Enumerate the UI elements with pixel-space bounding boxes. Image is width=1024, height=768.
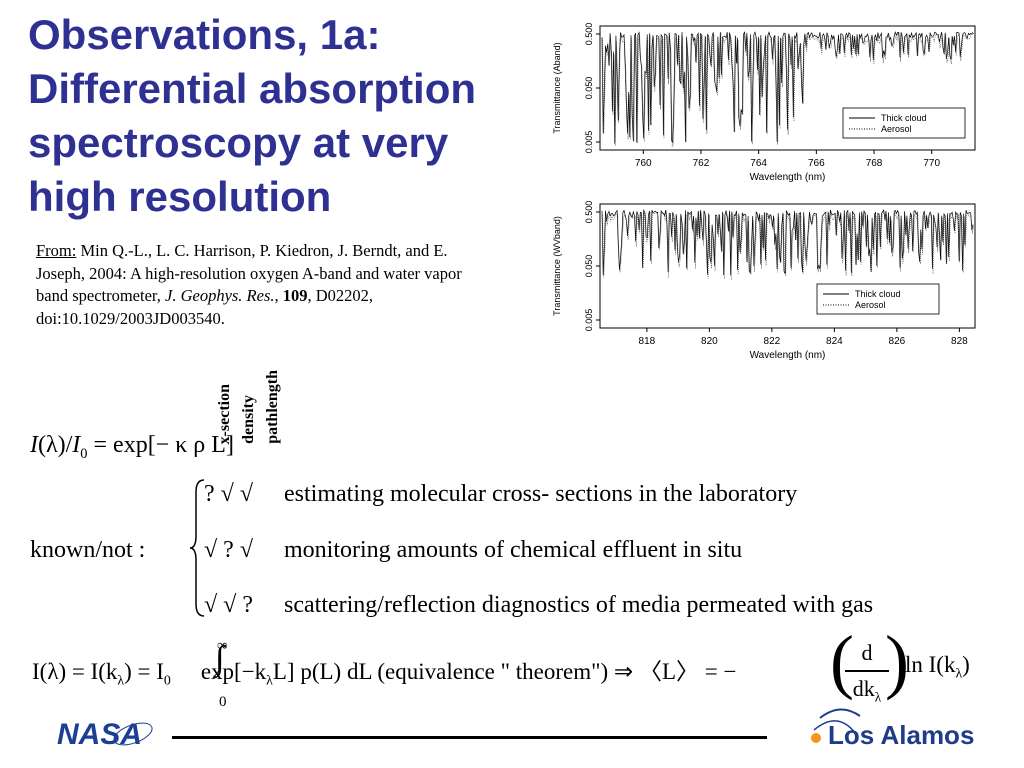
y-axis-label: Transmittance (Aband)	[552, 42, 562, 133]
frac-denominator-sub: λ	[874, 688, 882, 704]
legend-label: Thick cloud	[881, 113, 927, 123]
slide-title: Observations, 1a: Differential absorptio…	[28, 8, 528, 224]
y-tick-label: 0.005	[584, 131, 594, 154]
nasa-logo-text: NASA	[57, 718, 142, 751]
legend-label: Thick cloud	[855, 289, 901, 299]
citation-volume: 109	[282, 286, 308, 305]
aband-chart-svg: 0.005 0.050 0.500 760 762 764 766 768 770 Wavelen…	[552, 23, 976, 183]
integral-upper-limit: ∞	[217, 638, 228, 654]
frac-denominator-text: dk	[852, 675, 875, 701]
title-line-3: spectroscopy at very	[28, 119, 449, 166]
eq2-sub0: 0	[163, 672, 171, 688]
eq1-I0: I	[72, 432, 81, 458]
y-axis-label: Transmittance (WVband)	[552, 216, 562, 316]
case-marks-3: √ √ ?	[204, 592, 253, 618]
left-paren: (	[830, 621, 854, 701]
legend-label: Aerosol	[881, 124, 912, 134]
wvband-chart: 0.005 0.050 0.500 818 820 822 824 826 828 Wavelen…	[548, 198, 988, 373]
y-tick-label: 0.500	[584, 23, 594, 46]
frac-bar	[845, 670, 889, 672]
case-marks-1: ? √ √	[204, 481, 253, 507]
series-aerosol	[602, 210, 974, 280]
citation-comma: ,	[274, 286, 283, 305]
eq1-lambda: (λ)	[38, 432, 66, 458]
x-tick-label: 822	[764, 336, 781, 347]
x-tick-label: 818	[639, 336, 656, 347]
title-line-4: high resolution	[28, 173, 332, 220]
legend-label: Aerosol	[855, 300, 886, 310]
case-row-3: √ √ ? scattering/reflection diagnostics o…	[204, 592, 873, 619]
eq2-body-sub: λ	[266, 672, 273, 688]
x-tick-label: 820	[701, 336, 718, 347]
citation-authors: Min Q.-L., L. C. Harrison, P. Kiedron, J…	[36, 241, 462, 305]
eq1-rhs: = exp[− κ ρ L]	[87, 432, 234, 458]
right-paren: )	[885, 621, 909, 701]
y-tick-label: 0.050	[584, 255, 594, 278]
eq2-tail-sub: λ	[955, 665, 963, 681]
x-tick-label: 824	[826, 336, 843, 347]
nasa-logo: NASA	[57, 718, 153, 751]
case-row-2: √ ? √ monitoring amounts of chemical effl…	[204, 537, 742, 564]
x-axis-label: Wavelength (nm)	[750, 172, 826, 183]
label-density: density	[240, 395, 257, 444]
y-tick-label: 0.500	[584, 201, 594, 224]
case-text-3: scattering/reflection diagnostics of med…	[284, 592, 874, 618]
eq2-left: I(λ) = I(k	[32, 659, 118, 684]
citation-rest: , D02202, doi:10.1029/2003JD003540.	[36, 286, 374, 328]
citation-journal: J. Geophys. Res.	[165, 286, 275, 305]
integral-sign: ∫	[215, 640, 225, 677]
y-tick-label: 0.050	[584, 77, 594, 100]
aband-chart: 0.005 0.050 0.500 760 762 764 766 768 770 Wavelen…	[548, 20, 988, 195]
known-not-label: known/not :	[30, 537, 146, 563]
eq2-sub-lambda: λ	[117, 672, 125, 688]
title-line-1: Observations, 1a:	[28, 11, 381, 58]
x-tick-label: 770	[923, 158, 940, 169]
eq2-tail: ln I(kλ)	[905, 652, 970, 682]
x-tick-label: 826	[889, 336, 906, 347]
x-tick-label: 828	[951, 336, 968, 347]
eq2-body: exp[−k	[200, 659, 267, 684]
case-text-2: monitoring amounts of chemical effluent …	[284, 537, 743, 563]
eq1-I: I	[30, 432, 38, 458]
eq2-body2: L] p(L) dL (equivalence " theorem") ⇒ 〈L…	[272, 659, 737, 684]
label-pathlength: pathlength	[264, 370, 281, 444]
case-row-1: ? √ √ estimating molecular cross- section…	[204, 481, 797, 508]
case-marks-2: √ ? √	[204, 537, 253, 563]
lanl-dot-icon	[811, 733, 821, 743]
variable-labels: x-section density pathlength	[212, 344, 284, 444]
derivative-fraction: d dkλ	[845, 640, 889, 705]
eq2-tail-end: )	[962, 652, 970, 677]
y-tick-label: 0.005	[584, 309, 594, 332]
eq1-slash: /	[65, 432, 73, 458]
integral-lower-limit: 0	[219, 694, 227, 710]
legend-box	[816, 283, 940, 315]
title-line-2: Differential absorption	[28, 65, 477, 112]
series-thick-cloud	[601, 208, 974, 276]
frac-denominator: dkλ	[845, 676, 889, 705]
left-brace	[190, 479, 205, 617]
los-alamos-logo: Los Alamos	[811, 708, 974, 750]
x-tick-label: 764	[750, 158, 767, 169]
wvband-chart-svg: 0.005 0.050 0.500 818 820 822 824 826 828 Wavelen…	[552, 201, 976, 361]
equivalence-equation: I(λ) = I(kλ) = I0 exp[−kλL] p(L) dL (equi…	[32, 652, 736, 689]
x-tick-label: 768	[866, 158, 883, 169]
frac-numerator: d	[861, 640, 873, 665]
x-tick-label: 762	[693, 158, 710, 169]
x-tick-label: 766	[808, 158, 825, 169]
case-text-1: estimating molecular cross- sections in …	[284, 481, 798, 507]
series-aerosol	[602, 32, 974, 148]
footer-rule	[172, 736, 767, 739]
x-tick-label: 760	[635, 158, 652, 169]
beer-lambert-equation: I(λ)/I0 = exp[− κ ρ L]	[30, 432, 234, 463]
eq2-tail-text: ln I(k	[905, 652, 956, 677]
citation-prefix: From:	[36, 241, 77, 260]
x-axis-label: Wavelength (nm)	[750, 350, 826, 361]
lanl-logo-text: Los Alamos	[828, 720, 974, 750]
eq2-mid: ) = I	[124, 659, 164, 684]
eq1-sub0: 0	[80, 445, 88, 462]
legend-box	[842, 107, 966, 139]
citation: From: Min Q.-L., L. C. Harrison, P. Kied…	[36, 240, 496, 330]
